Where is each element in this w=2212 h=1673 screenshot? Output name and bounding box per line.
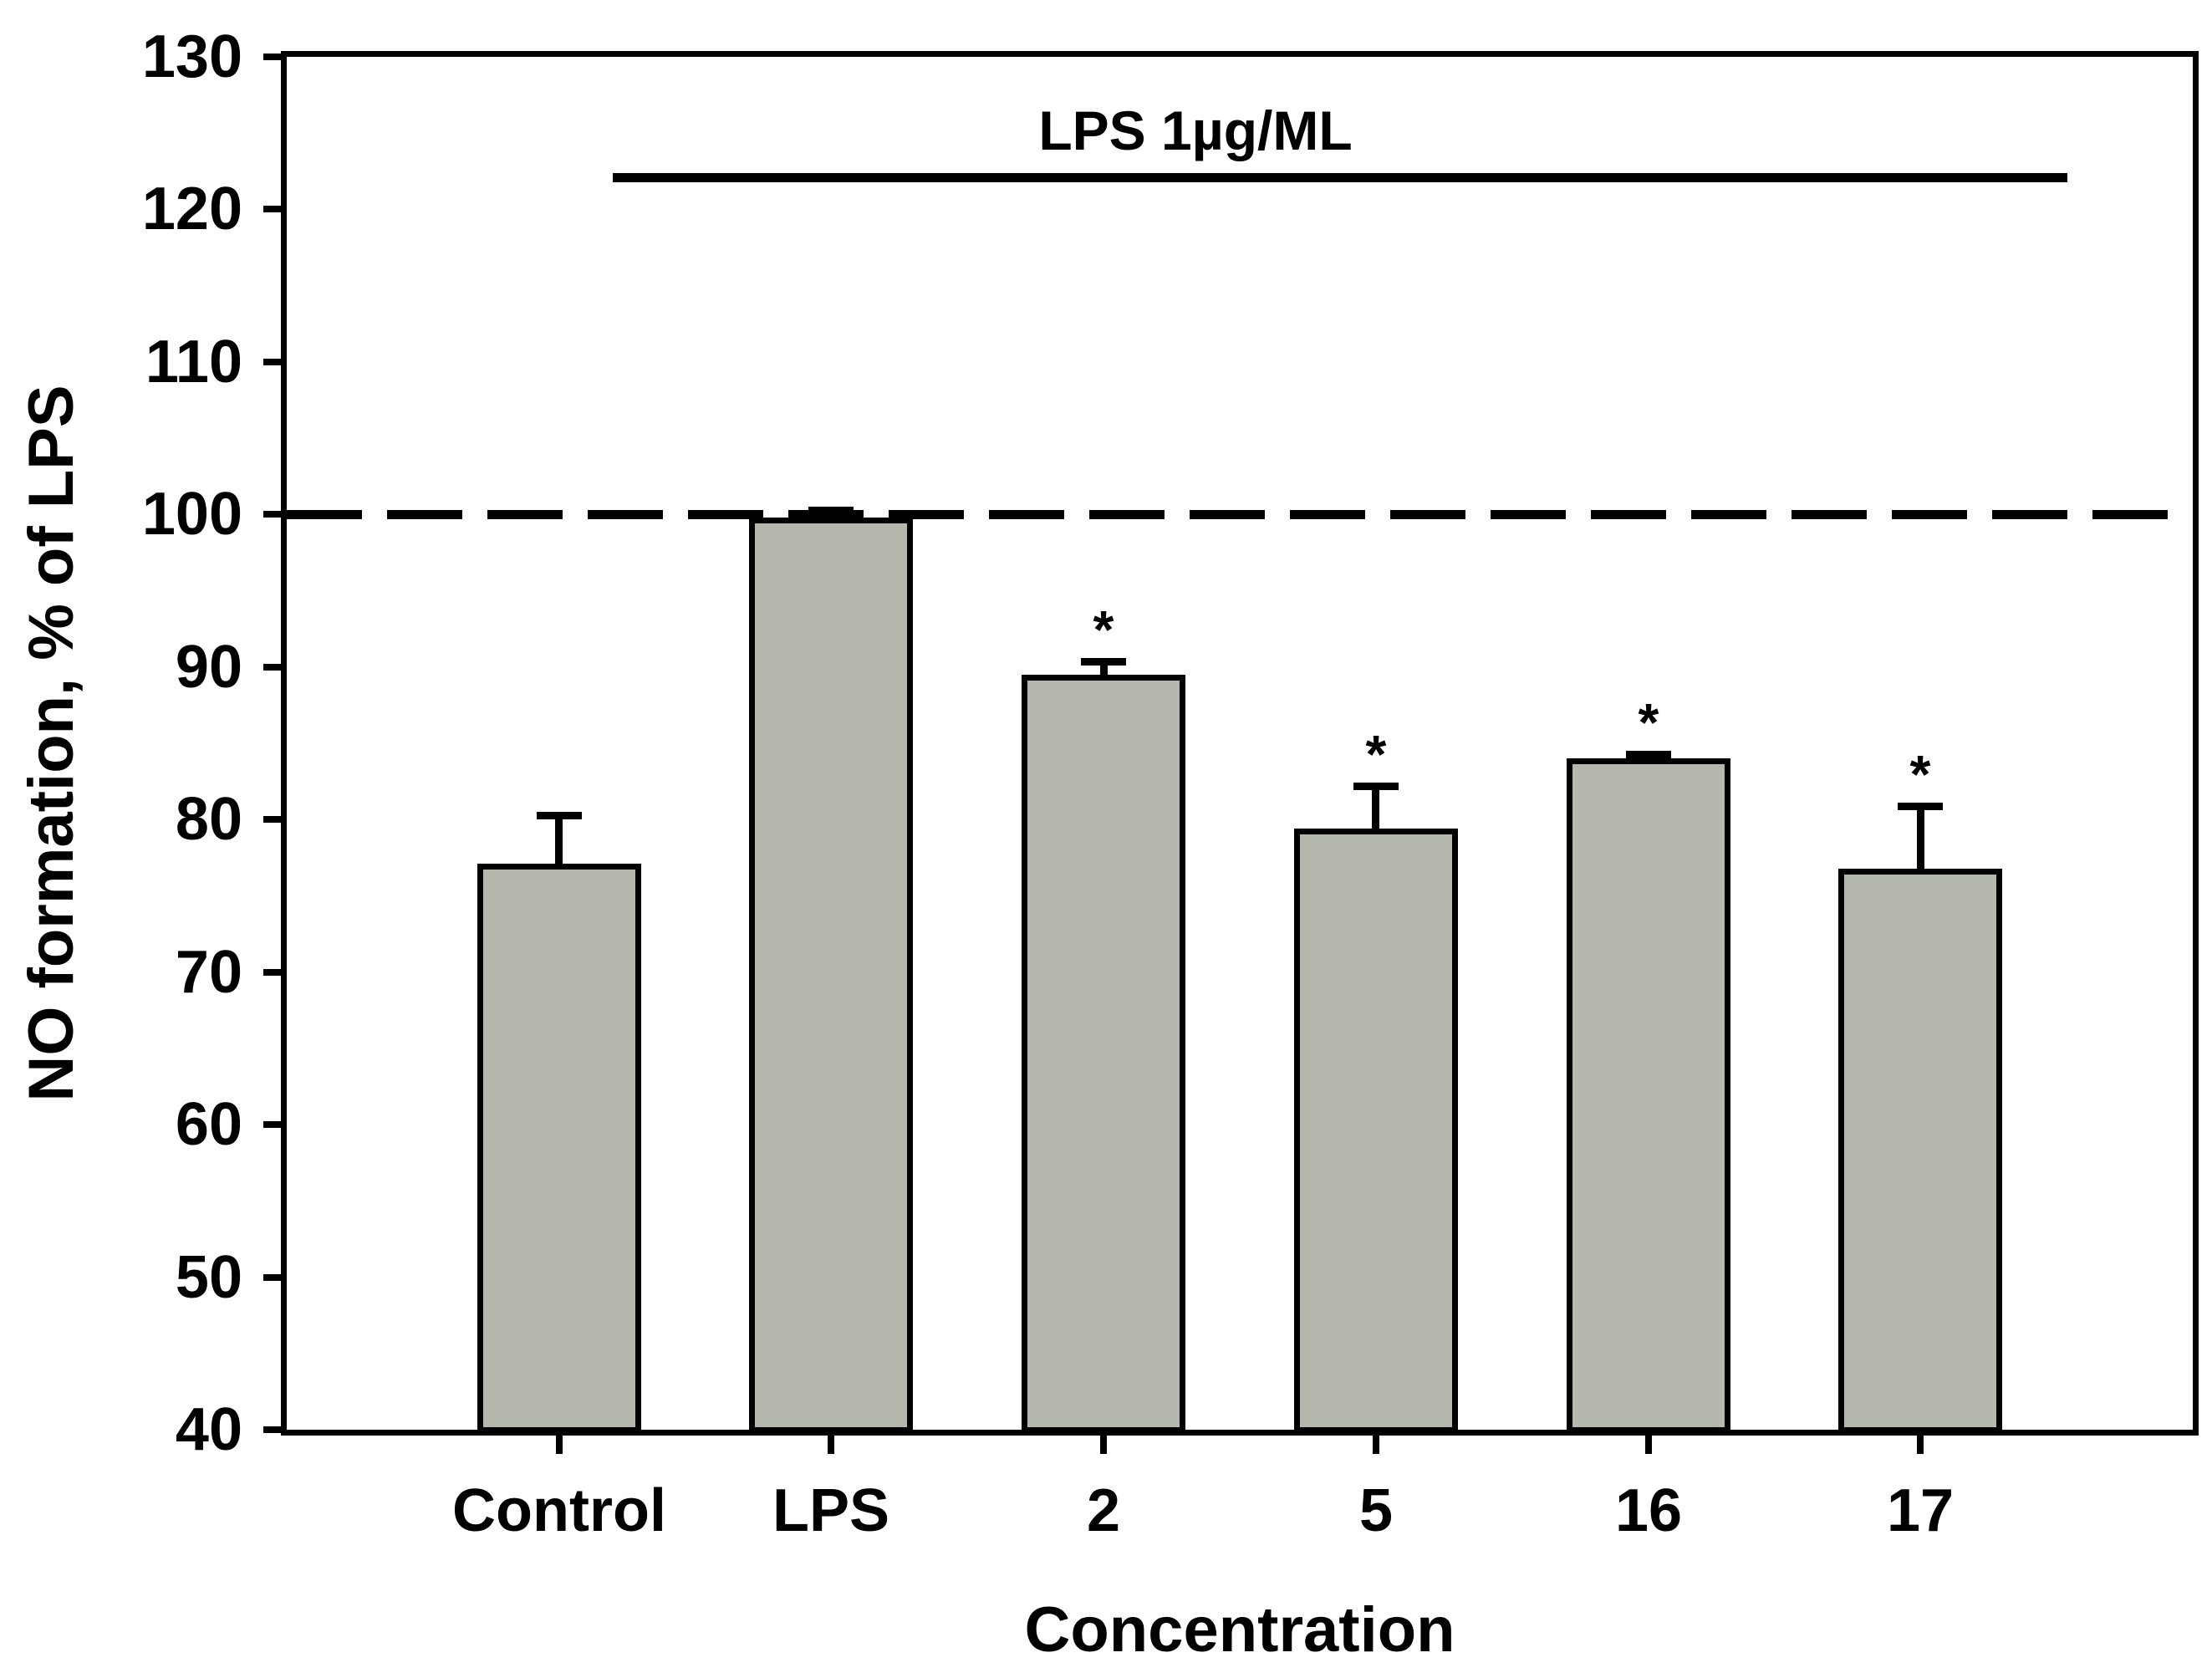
y-tick (263, 359, 287, 365)
significance-asterisk: * (1638, 692, 1659, 752)
error-bar-stem (1372, 789, 1379, 829)
x-tick (828, 1436, 834, 1454)
error-bar-cap (1898, 803, 1943, 810)
significance-asterisk: * (1093, 599, 1114, 660)
y-tick-label: 50 (175, 1244, 242, 1311)
lps-treatment-line (613, 173, 2067, 182)
y-tick-label: 110 (145, 329, 242, 395)
y-tick-label: 40 (175, 1396, 242, 1463)
y-tick-label: 60 (175, 1091, 242, 1158)
y-tick (263, 1426, 287, 1433)
x-tick-label: 2 (1086, 1477, 1121, 1544)
y-tick (263, 664, 287, 671)
x-tick-label: Control (452, 1477, 666, 1544)
y-tick (263, 1121, 287, 1128)
significance-asterisk: * (1909, 744, 1931, 804)
x-tick (1917, 1436, 1924, 1454)
y-tick-label: 90 (175, 634, 242, 701)
y-tick (263, 54, 287, 60)
y-tick-label: 100 (141, 481, 242, 548)
lps-annotation-label: LPS 1µg/ML (1038, 99, 1353, 161)
reference-line-100 (287, 510, 2193, 519)
error-bar-stem (1917, 809, 1924, 869)
y-tick (263, 511, 287, 518)
bar (1294, 829, 1458, 1433)
x-tick (1645, 1436, 1652, 1454)
y-tick (263, 1274, 287, 1281)
y-tick-label: 120 (141, 176, 242, 242)
y-tick-label: 80 (175, 786, 242, 853)
y-tick-label: 130 (141, 23, 242, 90)
x-tick-label: LPS (772, 1477, 890, 1544)
significance-asterisk: * (1365, 724, 1387, 784)
error-bar-stem (555, 819, 563, 865)
x-tick (556, 1436, 563, 1454)
bar (1838, 869, 2002, 1433)
bar (1567, 758, 1730, 1433)
error-bar-stem (1644, 757, 1652, 759)
x-tick-label: 5 (1358, 1477, 1394, 1544)
error-bar-cap (1353, 783, 1399, 790)
bar (749, 518, 913, 1433)
y-tick-label: 70 (175, 939, 242, 1006)
x-tick (1100, 1436, 1107, 1454)
bar (1022, 675, 1185, 1433)
x-tick-label: 16 (1614, 1477, 1683, 1544)
y-tick (263, 206, 287, 212)
y-axis-title: NO formation, % of LPS (16, 385, 87, 1102)
error-bar-cap (537, 812, 582, 819)
y-tick (263, 816, 287, 823)
plot-area (281, 51, 2199, 1436)
y-tick (263, 969, 287, 976)
error-bar-stem (1100, 665, 1108, 676)
x-tick (1373, 1436, 1379, 1454)
error-bar-cap (1081, 658, 1126, 666)
bar (477, 864, 641, 1433)
error-bar-cap (1626, 751, 1671, 758)
x-axis-title: Concentration (1024, 1594, 1455, 1665)
x-tick-label: 17 (1886, 1477, 1955, 1544)
